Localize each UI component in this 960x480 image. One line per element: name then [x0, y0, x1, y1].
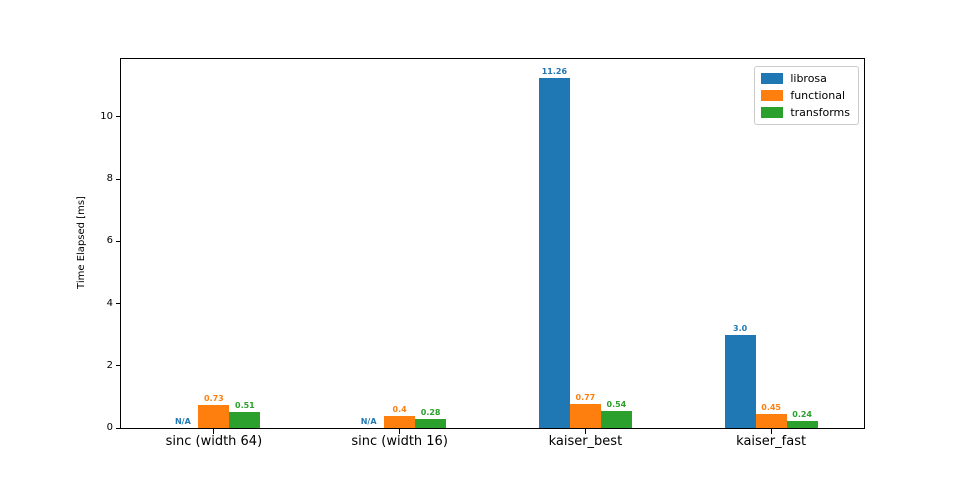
y-tick-label: 6: [106, 235, 113, 247]
bar-value-label: 0.54: [606, 400, 627, 410]
bar-value-label: 0.51: [235, 401, 255, 411]
y-tick-mark: [116, 178, 121, 180]
bar-value-label: 11.26: [541, 66, 568, 76]
y-tick-mark: [116, 240, 121, 242]
bar: [755, 414, 787, 428]
y-tick-mark: [116, 427, 121, 429]
bar-value-label: 0.77: [575, 393, 596, 403]
bar-value-label: 0.45: [761, 403, 781, 412]
x-tick-label: kaiser_fast: [736, 434, 807, 449]
legend-label: librosa: [790, 72, 827, 85]
y-tick-label: 0: [106, 422, 113, 433]
x-tick-label: sinc (width 16): [351, 434, 448, 449]
bar: [384, 415, 416, 428]
bar: [600, 411, 632, 428]
bar-value-label: 3.0: [733, 323, 748, 333]
y-tick-mark: [116, 365, 121, 367]
na-label: N/A: [174, 417, 191, 426]
x-tick-mark: [584, 429, 586, 434]
legend-label: functional: [790, 89, 846, 102]
bar: [229, 412, 261, 428]
y-tick-label: 2: [106, 359, 113, 371]
y-tick-mark: [116, 116, 121, 118]
bar-value-label: 0.4: [392, 404, 407, 414]
bar: [724, 334, 756, 428]
y-tick-label: 4: [106, 297, 113, 309]
x-tick-label: sinc (width 64): [165, 434, 263, 449]
bar-value-label: 0.73: [204, 394, 224, 404]
bar-value-label: 0.24: [792, 409, 812, 419]
legend-swatch: [761, 90, 784, 101]
y-tick-label: 8: [106, 173, 113, 185]
legend-label: transforms: [790, 106, 850, 119]
x-tick-mark: [399, 429, 401, 434]
plot-area: librosa functional transforms 0 2 4 6 8 10 sinc …: [100, 58, 865, 449]
x-tick-mark: [213, 429, 215, 434]
y-tick-mark: [116, 303, 121, 305]
legend-swatch: [761, 107, 784, 118]
legend: librosa functional transforms: [754, 66, 859, 125]
bar: [415, 419, 447, 428]
bar-value-label: 0.28: [420, 408, 441, 418]
bar: [569, 404, 601, 428]
x-tick-mark: [770, 429, 772, 434]
bar: [198, 405, 230, 428]
legend-entry: functional: [761, 89, 850, 102]
y-tick-label: 10: [100, 110, 113, 122]
bar: [786, 420, 818, 428]
legend-entry: transforms: [761, 106, 850, 119]
x-tick-label: kaiser_best: [548, 434, 623, 449]
na-label: N/A: [360, 417, 377, 426]
legend-swatch: [761, 73, 784, 84]
legend-entry: librosa: [761, 72, 850, 85]
bar: [538, 77, 570, 428]
